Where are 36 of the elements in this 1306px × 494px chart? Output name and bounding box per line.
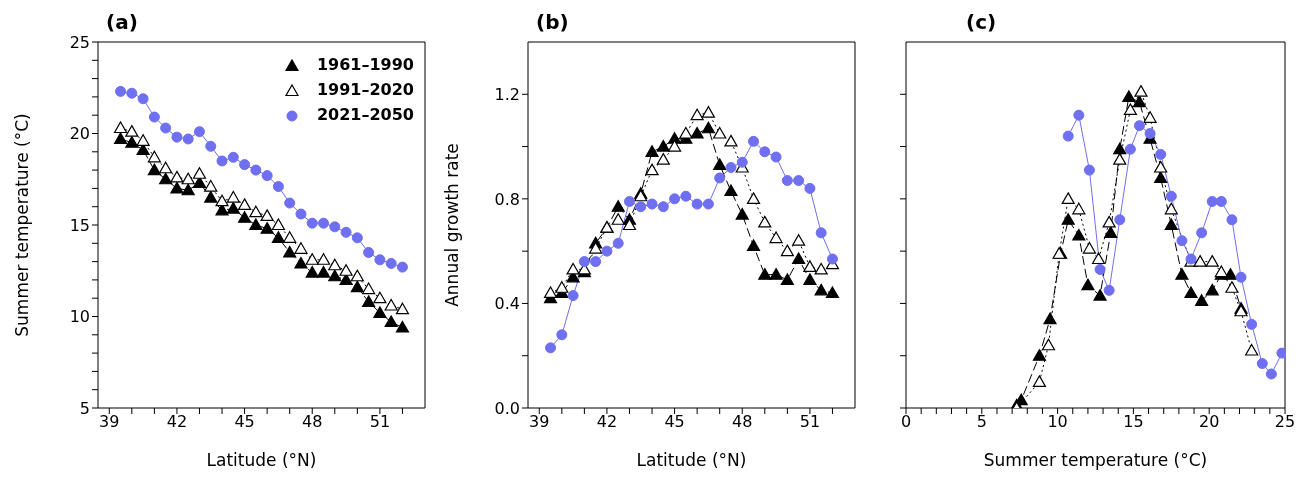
x-tick-label: 0 [900, 412, 912, 432]
y-tick-label: 10 [69, 307, 90, 327]
y-tick-label: 5 [79, 398, 90, 418]
legend-label: 1961–1990 [316, 55, 414, 74]
chart-title: (b) [536, 10, 569, 34]
x-tick-label: 39 [529, 412, 550, 432]
y-axis-title: Annual growth rate [442, 143, 463, 307]
y-axis-title: Summer temperature (°C) [12, 113, 33, 337]
x-tick-label: 39 [99, 412, 120, 432]
x-tick-label: 5 [976, 412, 987, 432]
x-axis-title: Latitude (°N) [636, 450, 747, 470]
x-axis-title: Latitude (°N) [206, 450, 317, 470]
x-tick-label: 48 [732, 412, 753, 432]
x-tick-label: 51 [369, 412, 391, 432]
chart-title: (a) [106, 10, 138, 34]
x-tick-label: 45 [664, 412, 685, 432]
x-tick-label: 51 [799, 412, 821, 432]
x-tick-label: 25 [1274, 412, 1296, 432]
x-tick-label: 45 [234, 412, 255, 432]
y-tick-label: 20 [69, 124, 90, 144]
y-tick-label: 0.8 [494, 189, 520, 209]
y-tick-label: 0.4 [494, 294, 520, 314]
x-tick-label: 48 [302, 412, 323, 432]
x-tick-label: 42 [166, 412, 188, 432]
y-tick-label: 15 [69, 215, 90, 235]
legend-label: 2021–2050 [316, 105, 414, 124]
y-tick-label: 25 [69, 32, 90, 52]
y-tick-label: 0.0 [494, 398, 520, 418]
x-axis-title: Summer temperature (°C) [983, 450, 1208, 470]
legend-label: 1991–2020 [316, 80, 414, 99]
chart-title: (c) [966, 10, 997, 34]
y-tick-label: 1.2 [494, 84, 520, 104]
x-tick-label: 20 [1199, 412, 1220, 432]
x-tick-label: 42 [596, 412, 618, 432]
x-tick-label: 15 [1123, 412, 1144, 432]
x-tick-label: 10 [1047, 412, 1068, 432]
